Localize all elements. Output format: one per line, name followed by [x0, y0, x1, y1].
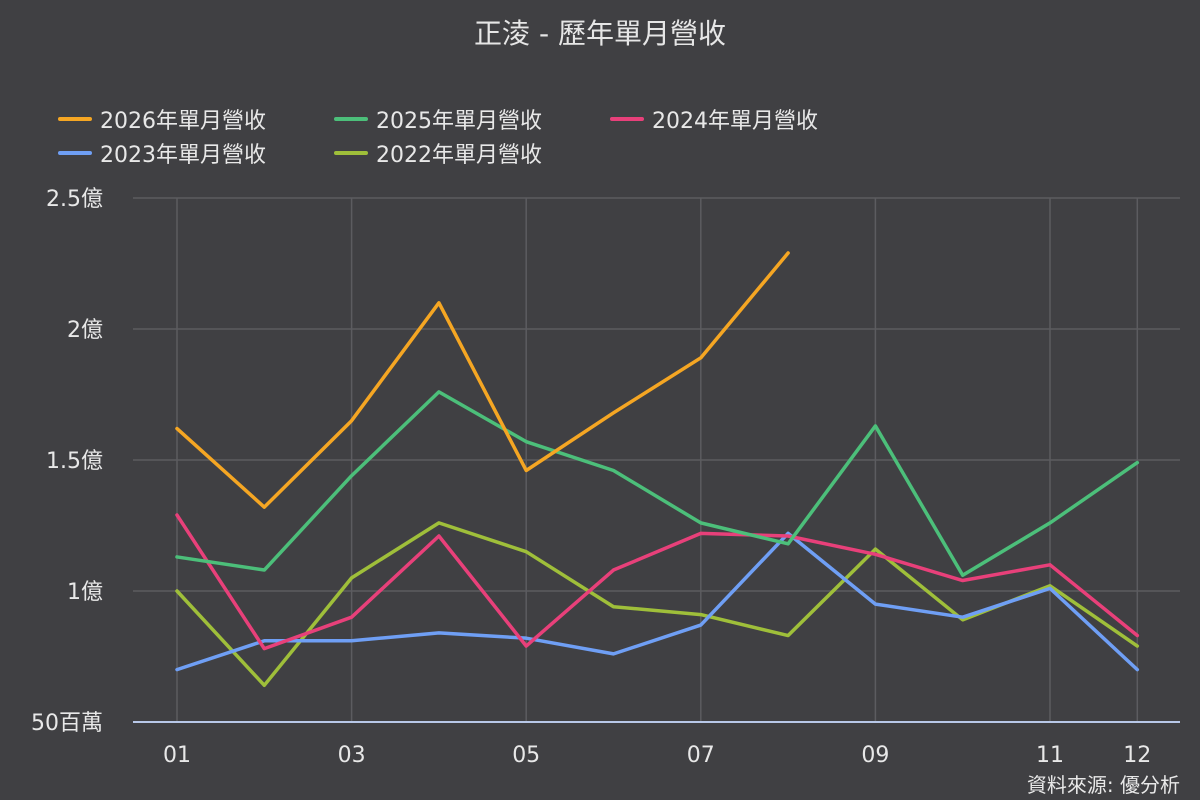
- legend-label: 2025年單月營收: [376, 109, 542, 134]
- series-line: [175, 390, 1140, 578]
- x-tick-label: 07: [687, 743, 715, 768]
- legend-swatch: [58, 117, 92, 121]
- x-tick-label: 11: [1036, 743, 1064, 768]
- legend-item[interactable]: 2023年單月營收: [58, 138, 334, 168]
- data-source-label: 資料來源: 優分析: [1026, 773, 1180, 797]
- series-line: [175, 251, 790, 509]
- x-tick-label: 01: [163, 743, 191, 768]
- legend-swatch: [334, 117, 368, 121]
- legend-swatch: [610, 117, 644, 121]
- series-line: [175, 531, 1140, 672]
- y-tick-label: 2億: [67, 318, 103, 343]
- legend-item[interactable]: 2024年單月營收: [610, 104, 886, 134]
- legend-swatch: [58, 151, 92, 155]
- y-tick-label: 2.5億: [46, 187, 103, 212]
- y-tick-label: 50百萬: [31, 711, 103, 736]
- x-tick-label: 09: [861, 743, 889, 768]
- x-tick-label: 12: [1123, 743, 1151, 768]
- legend-label: 2024年單月營收: [652, 109, 818, 134]
- legend-item[interactable]: 2022年單月營收: [334, 138, 610, 168]
- legend-item[interactable]: 2026年單月營收: [58, 104, 334, 134]
- chart-legend: 2026年單月營收 2025年單月營收 2024年單月營收 2023年單月營收 2022…: [58, 104, 1158, 168]
- y-tick-label: 1億: [67, 580, 103, 605]
- legend-label: 2023年單月營收: [100, 143, 266, 168]
- legend-item[interactable]: 2025年單月營收: [334, 104, 610, 134]
- x-tick-label: 05: [512, 743, 540, 768]
- chart-title: 正淩 - 歷年單月營收: [474, 17, 726, 50]
- series-line: [175, 513, 1140, 651]
- y-tick-label: 1.5億: [46, 449, 103, 474]
- legend-swatch: [334, 151, 368, 155]
- x-tick-label: 03: [338, 743, 366, 768]
- legend-label: 2026年單月營收: [100, 109, 266, 134]
- series-line: [175, 521, 1140, 688]
- legend-label: 2022年單月營收: [376, 143, 542, 168]
